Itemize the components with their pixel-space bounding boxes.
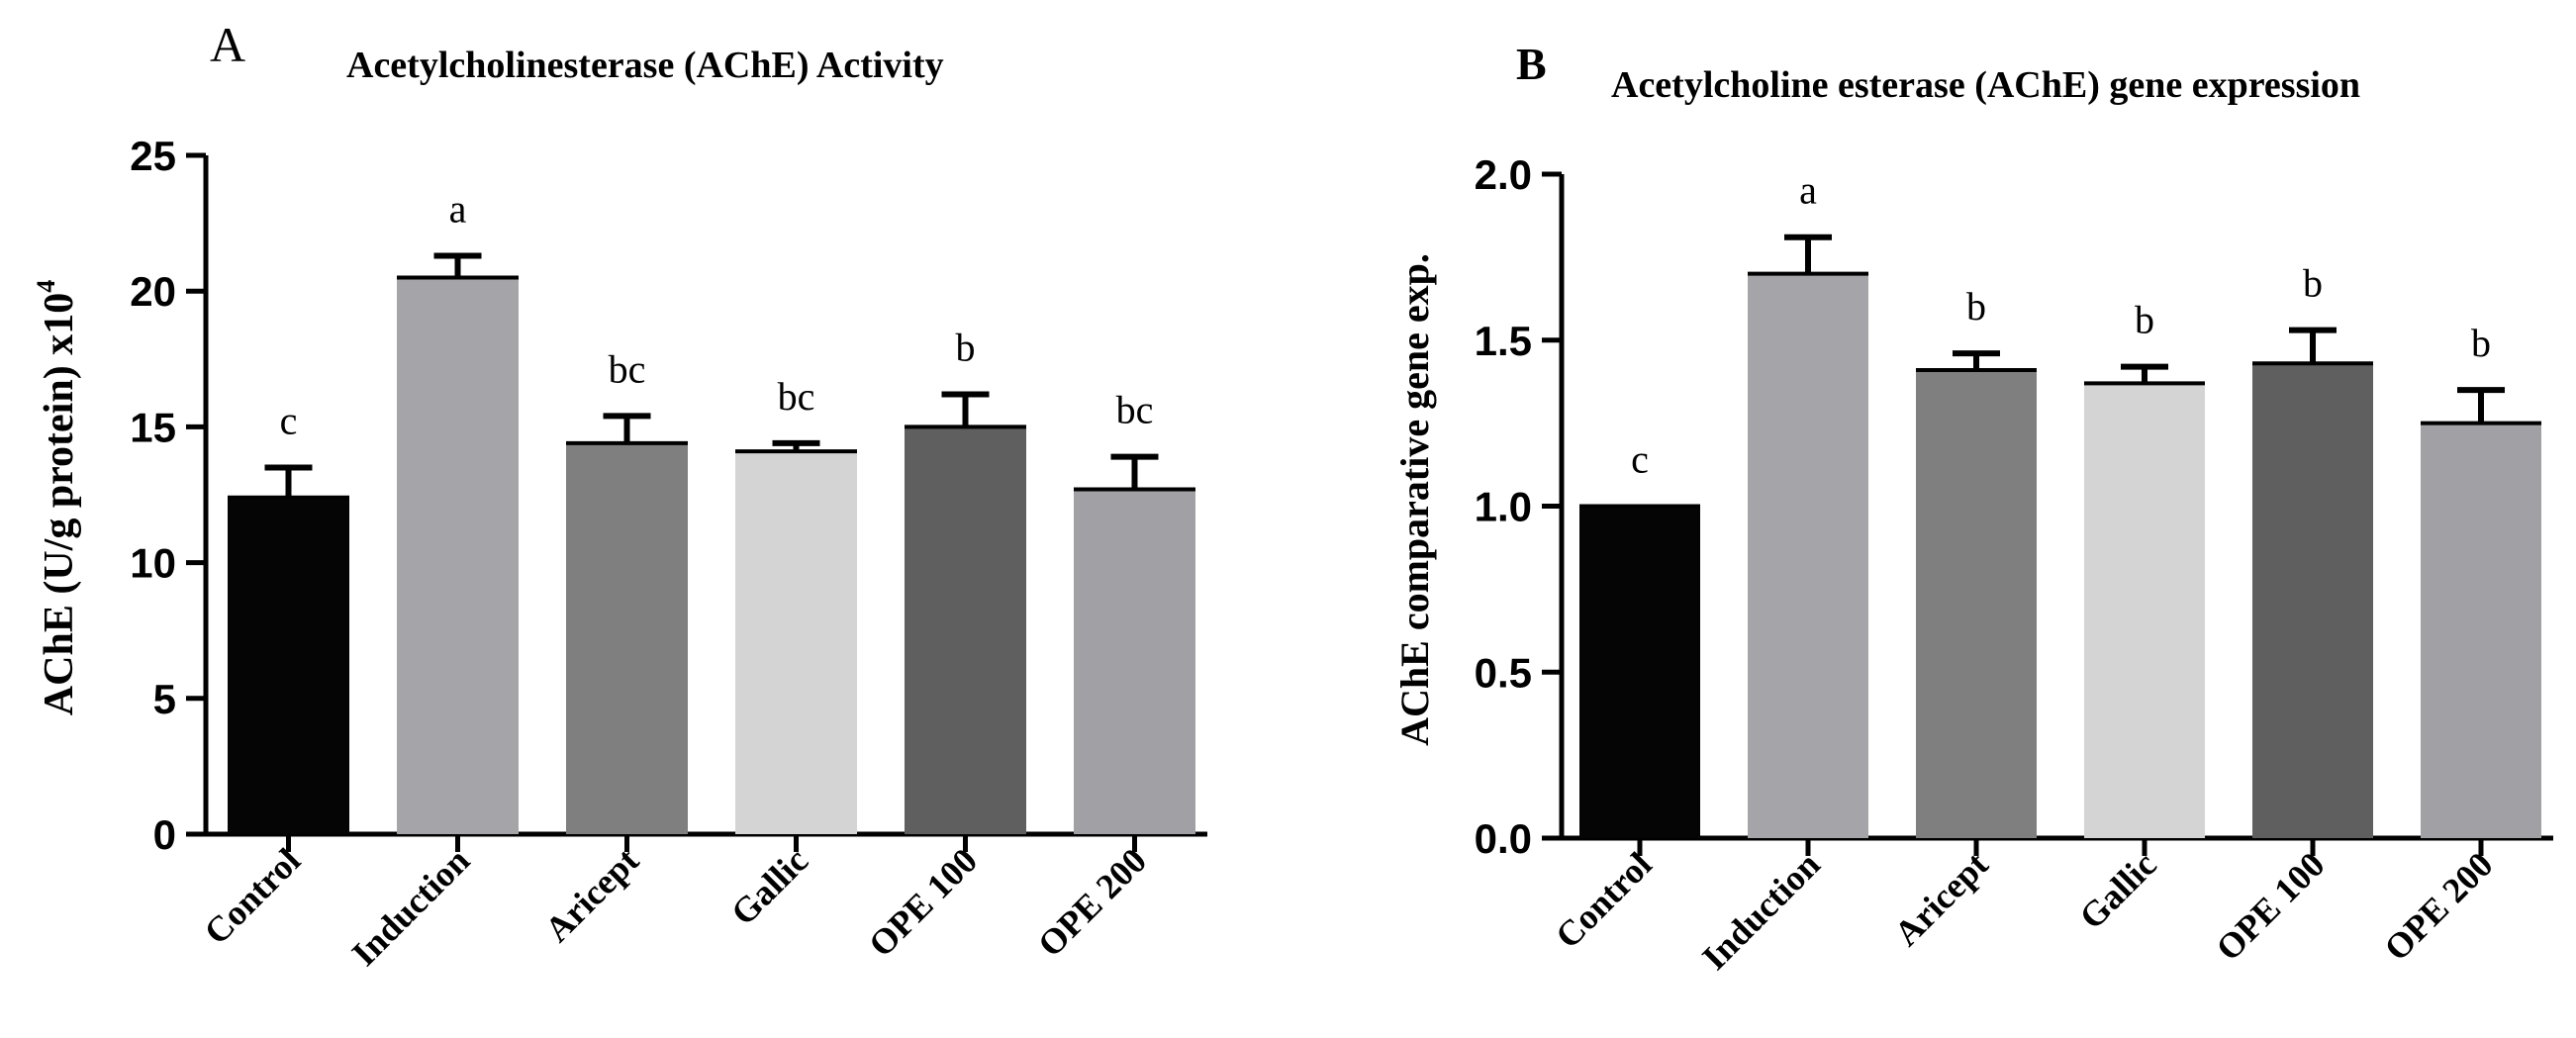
panel-b-significance-letter: b [2135,298,2154,342]
panel-b-y-tick-label: 1.0 [1475,484,1532,530]
panel-a-significance-letter: a [449,187,467,232]
panel-a-letter: A [210,17,245,72]
panel-a-bar-3 [566,442,688,834]
panel-b-plot-area: 0.0 0.5 1.0 1.5 2.0 c Control a Induction b Aricep… [1475,151,2553,978]
panel-a-significance-letter: c [280,399,298,443]
panel-b-y-tick-label: 0.5 [1475,649,1532,696]
panel-a-y-tick-label: 20 [130,268,176,315]
panel-b-category-label: Control [1548,844,1660,956]
panel-b-y-tick-label: 2.0 [1475,151,1532,198]
panel-b-y-axis-label: AChE comparative gene exp. [1392,253,1437,746]
panel-b-letter: B [1516,39,1547,89]
panel-b-bar-2 [1748,273,1868,838]
panel-a-significance-letter: b [956,325,976,369]
panel-a-y-tick-label: 5 [153,676,176,722]
panel-a-y-tick-label: 10 [130,540,176,587]
panel-b-y-tick-label: 1.5 [1475,318,1532,364]
panel-b-significance-letter: b [1966,284,1986,329]
panel-b-bar-5 [2252,363,2373,838]
panel-a-title: Acetylcholinesterase (AChE) Activity [346,45,944,86]
panel-a-y-tick-label: 0 [153,811,176,858]
panel-a-bar-6 [1074,489,1195,834]
panel-a-bar-4 [735,451,857,834]
panel-b-significance-letter: b [2303,261,2323,306]
panel-a-y-tick-label: 25 [130,133,176,179]
panel-a-plot-area: 0 5 10 15 20 25 c Control a Induction bc Aricept bc G… [130,133,1207,974]
panel-a-category-label: OPE 200 [1030,840,1154,964]
panel-a-significance-letter: bc [1116,388,1154,432]
panel-a-significance-letter: bc [778,374,815,419]
panel-b-category-label: Gallic [2071,844,2163,936]
panel-b-bar-6 [2421,423,2541,838]
panel-a-category-label: Control [196,840,308,952]
panel-b-category-label: Induction [1694,844,1827,977]
panel-b-title: Acetylcholine esterase (AChE) gene expre… [1611,64,2360,106]
panel-b-significance-letter: c [1631,437,1649,482]
panel-a-significance-letter: bc [609,346,646,391]
panel-b-significance-letter: a [1799,168,1817,213]
panel-b-y-tick-label: 0.0 [1475,815,1532,862]
panel-b-category-label: OPE 200 [2376,844,2500,968]
panel-b-category-label: Aricept [1886,844,1995,953]
panel-a-category-label: Induction [344,840,477,973]
panel-a: A Acetylcholinesterase (AChE) Activity A… [32,17,1207,974]
panel-b-significance-letter: b [2471,321,2491,365]
panel-a-bar-1 [228,497,349,834]
panel-b-bar-3 [1916,369,2037,838]
panel-b-category-label: OPE 100 [2208,844,2332,968]
panel-b-bar-1 [1579,506,1700,838]
panel-a-category-label: Gallic [723,840,815,932]
panel-a-category-label: Aricept [537,840,646,949]
panel-b: B Acetylcholine esterase (AChE) gene exp… [1392,39,2553,978]
panel-a-bar-5 [905,426,1026,834]
panel-a-category-label: OPE 100 [861,840,985,964]
panel-a-y-tick-label: 15 [130,404,176,450]
panel-b-bar-4 [2084,383,2205,838]
panel-a-y-axis-label: AChE (U/g protein) x104 [32,280,82,715]
panel-a-bar-2 [397,277,519,835]
